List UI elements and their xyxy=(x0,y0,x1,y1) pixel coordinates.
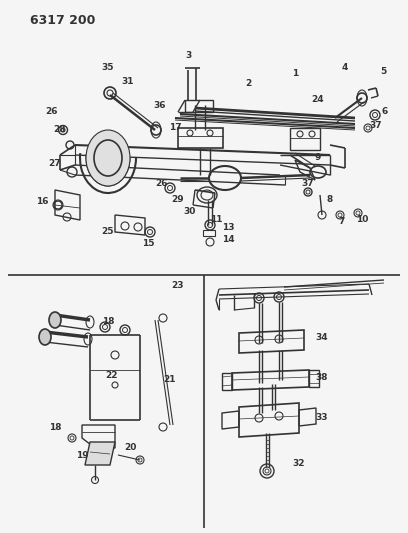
Text: 16: 16 xyxy=(36,198,48,206)
Polygon shape xyxy=(85,442,115,465)
Text: 25: 25 xyxy=(102,228,114,237)
Text: 28: 28 xyxy=(54,125,66,134)
Text: 21: 21 xyxy=(164,376,176,384)
Text: 36: 36 xyxy=(154,101,166,109)
Text: 18: 18 xyxy=(102,318,114,327)
Text: 9: 9 xyxy=(315,154,321,163)
Text: 4: 4 xyxy=(342,63,348,72)
Text: 10: 10 xyxy=(356,215,368,224)
Bar xyxy=(203,230,215,236)
Text: 35: 35 xyxy=(102,63,114,72)
Bar xyxy=(185,100,213,112)
Text: 29: 29 xyxy=(172,196,184,205)
Text: 27: 27 xyxy=(49,158,61,167)
Text: 8: 8 xyxy=(327,196,333,205)
Text: 22: 22 xyxy=(106,370,118,379)
Text: 3: 3 xyxy=(185,51,191,60)
Bar xyxy=(178,128,223,148)
Text: 26: 26 xyxy=(46,108,58,117)
Text: 19: 19 xyxy=(76,450,88,459)
Text: 37: 37 xyxy=(302,179,314,188)
Ellipse shape xyxy=(86,130,130,186)
Text: 31: 31 xyxy=(122,77,134,86)
Text: 38: 38 xyxy=(316,373,328,382)
Text: 11: 11 xyxy=(210,215,222,224)
Text: 2: 2 xyxy=(245,78,251,87)
Text: 1: 1 xyxy=(292,69,298,77)
Text: 5: 5 xyxy=(380,68,386,77)
Text: 18: 18 xyxy=(49,424,61,432)
Text: 34: 34 xyxy=(316,334,328,343)
Text: 26: 26 xyxy=(156,179,168,188)
Text: 32: 32 xyxy=(293,458,305,467)
Text: 37: 37 xyxy=(370,120,382,130)
Text: 17: 17 xyxy=(169,124,181,133)
Text: 14: 14 xyxy=(222,236,234,245)
Bar xyxy=(290,128,320,150)
Text: 24: 24 xyxy=(312,95,324,104)
Text: 13: 13 xyxy=(222,222,234,231)
Ellipse shape xyxy=(49,312,61,328)
Text: 7: 7 xyxy=(339,217,345,227)
Text: 15: 15 xyxy=(142,238,154,247)
Text: 30: 30 xyxy=(184,207,196,216)
Ellipse shape xyxy=(39,329,51,345)
Text: 33: 33 xyxy=(316,414,328,423)
Text: 6317 200: 6317 200 xyxy=(30,14,95,27)
Text: 20: 20 xyxy=(124,443,136,453)
Text: 6: 6 xyxy=(382,108,388,117)
Text: 23: 23 xyxy=(172,280,184,289)
